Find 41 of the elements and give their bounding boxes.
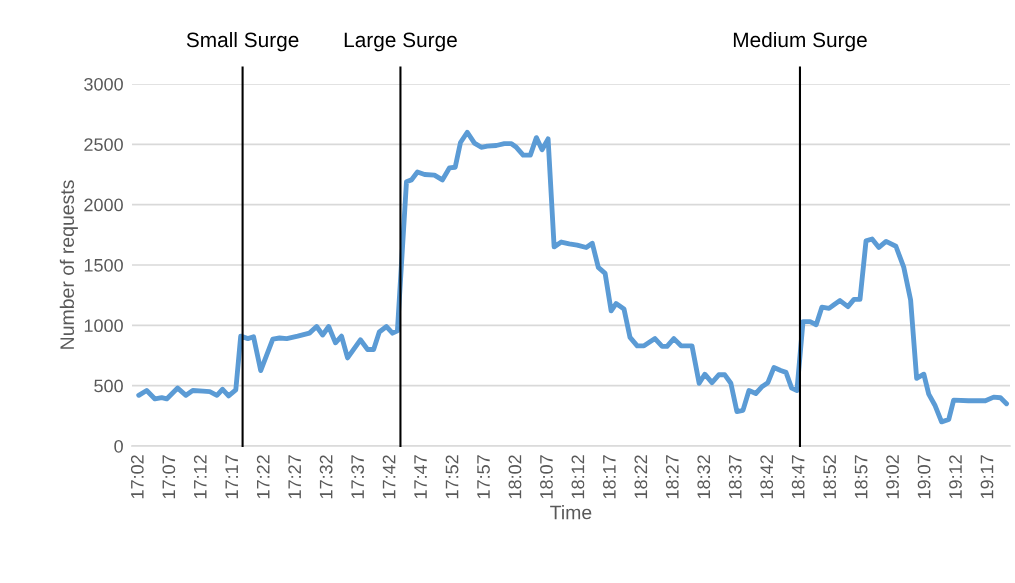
x-tick-label: 17:12 xyxy=(193,455,207,499)
x-tick-label: 17:22 xyxy=(256,455,270,499)
x-tick-label: 17:27 xyxy=(288,455,301,499)
line-series xyxy=(136,129,1009,425)
x-tick-label: 18:22 xyxy=(634,455,648,499)
y-tick-label: 1000 xyxy=(84,319,123,333)
x-tick-label: 17:57 xyxy=(477,455,490,499)
x-tick-label: 17:17 xyxy=(225,455,238,499)
x-tick-label: 18:37 xyxy=(728,455,742,499)
x-tick-label: 18:32 xyxy=(697,455,711,499)
x-tick-label: 18:12 xyxy=(571,455,585,499)
x-tick-label: 17:37 xyxy=(351,455,365,499)
x-tick-label: 17:47 xyxy=(414,455,427,499)
x-tick-label: 18:52 xyxy=(823,455,837,499)
x-axis-title: Time xyxy=(550,505,592,520)
x-tick-label: 18:57 xyxy=(854,455,868,499)
ref-line-label: Large Surge xyxy=(344,32,457,52)
x-tick-label: 17:07 xyxy=(162,455,176,499)
x-tick-label: 17:32 xyxy=(319,455,333,499)
x-tick-label: 17:52 xyxy=(445,455,459,499)
x-tick-label: 17:42 xyxy=(382,455,396,499)
y-tick-label: 1500 xyxy=(84,258,123,272)
x-tick-label: 18:02 xyxy=(508,455,522,499)
x-tick-label: 19:07 xyxy=(917,455,931,499)
x-tick-label: 17:02 xyxy=(130,455,144,499)
x-tick-label: 19:02 xyxy=(886,455,899,499)
x-tick-label: 18:17 xyxy=(602,455,616,499)
x-tick-label: 18:42 xyxy=(760,455,774,499)
x-tick-label: 19:12 xyxy=(949,455,962,499)
y-tick-label: 2000 xyxy=(84,198,123,212)
y-tick-label: 2500 xyxy=(84,138,123,152)
y-axis-title: Number of requests xyxy=(59,180,78,349)
x-tick-label: 18:27 xyxy=(665,455,679,499)
y-tick-label: 500 xyxy=(94,379,123,393)
ref-line-label: Small Surge xyxy=(186,31,299,52)
ref-line-label: Medium Surge xyxy=(733,31,867,52)
y-tick-label: 3000 xyxy=(84,77,123,91)
x-tick-label: 19:17 xyxy=(980,455,994,499)
x-tick-label: 18:07 xyxy=(540,455,553,499)
y-tick-label: 0 xyxy=(114,439,123,453)
x-tick-label: 18:47 xyxy=(791,455,805,499)
